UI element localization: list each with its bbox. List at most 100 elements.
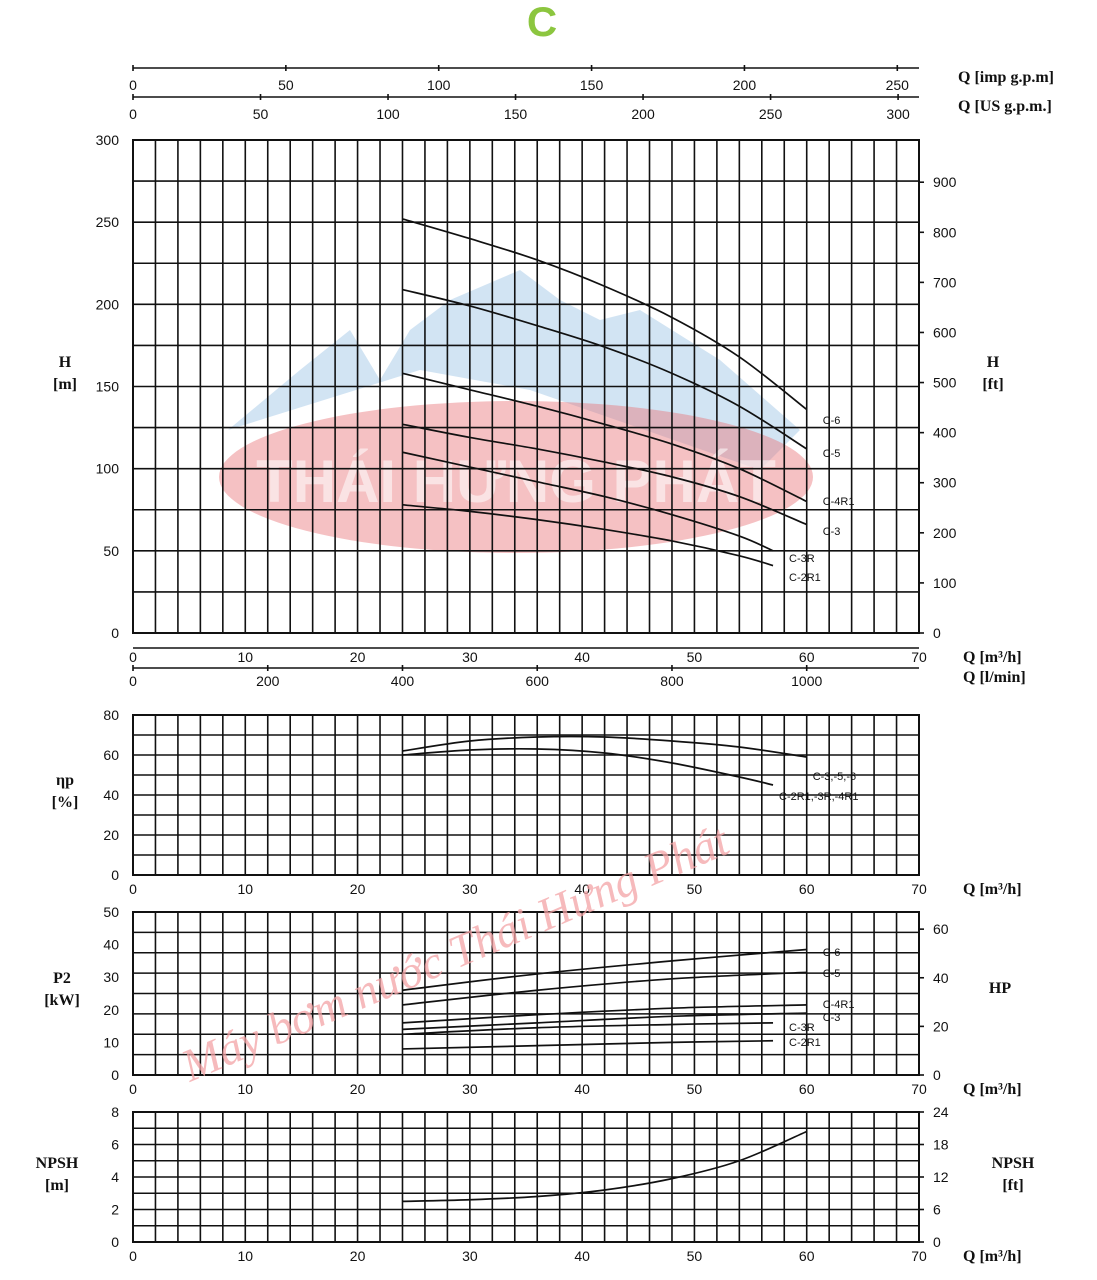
y2-tick-label: 6 [933, 1202, 941, 1218]
y-tick-label: 50 [103, 904, 119, 920]
lmin-axis-label: Q [l/min] [963, 669, 1026, 686]
y2-tick-label: 300 [933, 475, 957, 491]
y-tick-label: 10 [103, 1034, 119, 1050]
imp-gpm-axis-tick-label: 250 [886, 77, 910, 93]
us-gpm-axis-tick-label: 0 [129, 106, 137, 122]
x-tick-label: 0 [129, 1248, 137, 1264]
curve-C-3 [402, 1012, 807, 1031]
imp-gpm-axis-tick-label: 50 [278, 77, 294, 93]
panel-4-curves [402, 1130, 808, 1203]
y2-tick-label: 900 [933, 174, 957, 190]
lmin-tick-label: 400 [391, 673, 415, 689]
chart-title: C [527, 0, 557, 45]
x-tick-label: 40 [574, 881, 590, 897]
y-tick-label: 50 [103, 543, 119, 559]
x-tick-label: 60 [799, 1081, 815, 1097]
curve-label: C-3 [823, 526, 841, 538]
x-tick-label: 40 [574, 1248, 590, 1264]
us-gpm-axis-label: Q [US g.p.m.] [958, 98, 1052, 115]
x-tick-label: 10 [237, 1081, 253, 1097]
y2-tick-label: 0 [933, 625, 941, 641]
us-gpm-axis-tick-label: 250 [759, 106, 783, 122]
y2-tick-label: 200 [933, 525, 957, 541]
curve-C-6 [402, 218, 808, 411]
curve-label: C-4R1 [823, 496, 855, 508]
y-tick-label: 0 [111, 1067, 119, 1083]
lmin-tick-label: 1000 [791, 673, 822, 689]
x-tick-label: 20 [350, 1081, 366, 1097]
panel-frame [132, 139, 920, 634]
curve-C-5 [402, 971, 807, 1006]
y-tick-label: 80 [103, 707, 119, 723]
lmin-tick-label: 0 [129, 673, 137, 689]
imp-gpm-axis-tick-label: 100 [427, 77, 451, 93]
x-axis-label: Q [m³/h] [963, 649, 1022, 666]
y2-axis-label: NPSH [992, 1155, 1035, 1172]
x-axis-label: Q [m³/h] [963, 1248, 1022, 1265]
x-tick-label: 60 [799, 1248, 815, 1264]
curve-NPSH [402, 1130, 808, 1203]
imp-gpm-axis-label: Q [imp g.p.m] [958, 69, 1054, 86]
chart-text: C0 50 100 150 200 250 Q [imp g.p.m]0 50 100 150 20… [36, 0, 1054, 1265]
curve-label: C-2R1,-3R,-4R1 [779, 791, 858, 803]
y-tick-label: 40 [103, 937, 119, 953]
curve-label: C-2R1 [789, 572, 821, 584]
curve-label: C-5 [823, 448, 841, 460]
x-tick-label: 50 [687, 1248, 703, 1264]
y2-tick-label: 400 [933, 425, 957, 441]
panel-frame [132, 911, 920, 1076]
imp-gpm-axis-tick-label: 150 [580, 77, 604, 93]
curve-label: C-5 [823, 968, 841, 980]
y-axis-label: [kW] [44, 992, 80, 1009]
curve-label: C-6 [823, 947, 841, 959]
curve-label: C-3R [789, 553, 815, 565]
y2-tick-label: 600 [933, 324, 957, 340]
curve-label: C-2R1 [789, 1037, 821, 1049]
curve-C-3R [402, 1021, 774, 1036]
curve-C-3 [402, 423, 808, 526]
y-tick-label: 20 [103, 1002, 119, 1018]
y2-tick-label: 60 [933, 921, 949, 937]
x-tick-label: 60 [799, 649, 815, 665]
curve-C-5 [402, 288, 808, 450]
curve-C-6 [402, 948, 807, 992]
curve-label: C-3,-5,-6 [813, 771, 856, 783]
x-tick-label: 50 [687, 1081, 703, 1097]
x-tick-label: 10 [237, 881, 253, 897]
x-tick-label: 0 [129, 649, 137, 665]
x-tick-label: 50 [687, 649, 703, 665]
y-tick-label: 4 [111, 1169, 119, 1185]
x-tick-label: 50 [687, 881, 703, 897]
y-axis-label: NPSH [36, 1155, 79, 1172]
y2-axis-label: [ft] [1002, 1177, 1023, 1194]
y2-tick-label: 0 [933, 1234, 941, 1250]
y-tick-label: 2 [111, 1202, 119, 1218]
x-tick-label: 70 [911, 649, 927, 665]
x-tick-label: 40 [574, 1081, 590, 1097]
y-tick-label: 250 [96, 214, 120, 230]
curve-C-2R1,-3R,-4R1 [402, 747, 774, 786]
us-gpm-axis-tick-label: 50 [253, 106, 269, 122]
lmin-tick-label: 800 [660, 673, 684, 689]
y-axis-label: [m] [53, 376, 77, 393]
curve-C-2R1 [402, 503, 774, 567]
y-tick-label: 6 [111, 1137, 119, 1153]
y2-tick-label: 0 [933, 1067, 941, 1083]
chart-curves [402, 218, 808, 1203]
y-tick-label: 60 [103, 747, 119, 763]
chart-grids [132, 65, 924, 1243]
panel-2-curves [402, 735, 807, 786]
y2-tick-label: 500 [933, 375, 957, 391]
y-tick-label: 200 [96, 296, 120, 312]
panel-4-grid [132, 1111, 920, 1243]
watermark-brand: THÁI HƯNG PHÁT [256, 448, 776, 515]
y-axis-label: H [59, 354, 72, 371]
lmin-tick-label: 200 [256, 673, 280, 689]
y2-tick-label: 100 [933, 575, 957, 591]
x-tick-label: 10 [237, 1248, 253, 1264]
panel-frame [132, 714, 920, 876]
curve-C-4R1 [402, 372, 808, 503]
x-tick-label: 20 [350, 649, 366, 665]
x-tick-label: 70 [911, 881, 927, 897]
